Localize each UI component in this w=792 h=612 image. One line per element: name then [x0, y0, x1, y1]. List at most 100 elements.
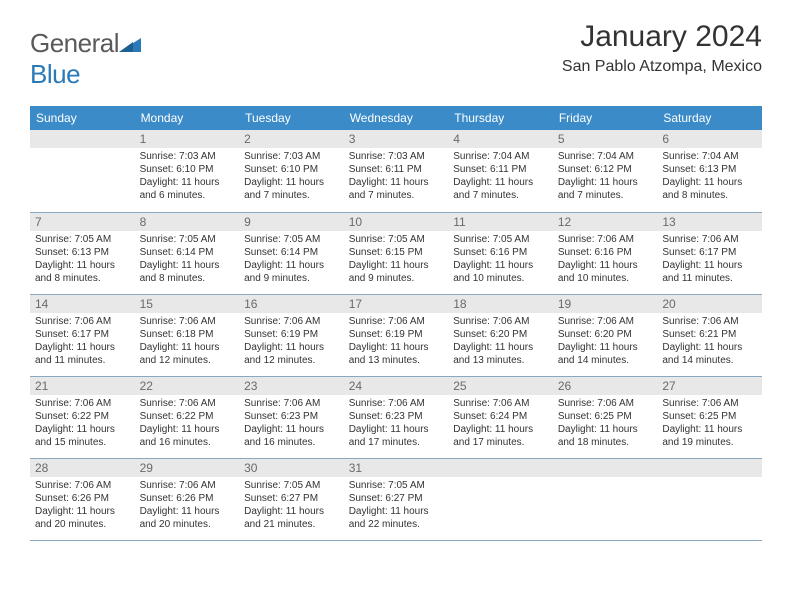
- calendar-cell: 18Sunrise: 7:06 AMSunset: 6:20 PMDayligh…: [448, 294, 553, 376]
- detail-line: Sunset: 6:15 PM: [349, 246, 444, 259]
- detail-line: Sunset: 6:18 PM: [140, 328, 235, 341]
- calendar-cell: 22Sunrise: 7:06 AMSunset: 6:22 PMDayligh…: [135, 376, 240, 458]
- calendar-cell: 25Sunrise: 7:06 AMSunset: 6:24 PMDayligh…: [448, 376, 553, 458]
- day-details: Sunrise: 7:06 AMSunset: 6:20 PMDaylight:…: [448, 313, 553, 370]
- detail-line: Sunrise: 7:06 AM: [35, 397, 130, 410]
- detail-line: Sunset: 6:22 PM: [35, 410, 130, 423]
- day-details: Sunrise: 7:06 AMSunset: 6:16 PMDaylight:…: [553, 231, 658, 288]
- detail-line: Daylight: 11 hours and 13 minutes.: [349, 341, 444, 367]
- day-details: Sunrise: 7:03 AMSunset: 6:10 PMDaylight:…: [135, 148, 240, 205]
- day-details: Sunrise: 7:03 AMSunset: 6:10 PMDaylight:…: [239, 148, 344, 205]
- detail-line: Daylight: 11 hours and 18 minutes.: [558, 423, 653, 449]
- detail-line: Daylight: 11 hours and 14 minutes.: [558, 341, 653, 367]
- detail-line: Daylight: 11 hours and 16 minutes.: [140, 423, 235, 449]
- logo-word1: General: [30, 28, 119, 58]
- detail-line: Sunset: 6:17 PM: [35, 328, 130, 341]
- detail-line: Sunrise: 7:06 AM: [244, 397, 339, 410]
- calendar-cell: 13Sunrise: 7:06 AMSunset: 6:17 PMDayligh…: [657, 212, 762, 294]
- day-number: 29: [135, 459, 240, 477]
- day-details: Sunrise: 7:06 AMSunset: 6:19 PMDaylight:…: [344, 313, 449, 370]
- day-number: 16: [239, 295, 344, 313]
- detail-line: Daylight: 11 hours and 8 minutes.: [662, 176, 757, 202]
- calendar-cell: 17Sunrise: 7:06 AMSunset: 6:19 PMDayligh…: [344, 294, 449, 376]
- detail-line: Sunrise: 7:06 AM: [558, 397, 653, 410]
- detail-line: Sunrise: 7:06 AM: [35, 315, 130, 328]
- day-details: Sunrise: 7:06 AMSunset: 6:21 PMDaylight:…: [657, 313, 762, 370]
- detail-line: Sunrise: 7:03 AM: [349, 150, 444, 163]
- day-number: 20: [657, 295, 762, 313]
- day-number: 17: [344, 295, 449, 313]
- location-label: San Pablo Atzompa, Mexico: [562, 58, 762, 76]
- detail-line: Daylight: 11 hours and 8 minutes.: [35, 259, 130, 285]
- calendar-cell: 12Sunrise: 7:06 AMSunset: 6:16 PMDayligh…: [553, 212, 658, 294]
- detail-line: Sunset: 6:13 PM: [662, 163, 757, 176]
- weekday-header: Monday: [135, 106, 240, 130]
- day-details: Sunrise: 7:06 AMSunset: 6:26 PMDaylight:…: [30, 477, 135, 534]
- detail-line: Sunset: 6:26 PM: [140, 492, 235, 505]
- detail-line: Sunset: 6:27 PM: [349, 492, 444, 505]
- day-details: Sunrise: 7:06 AMSunset: 6:26 PMDaylight:…: [135, 477, 240, 534]
- detail-line: Sunset: 6:26 PM: [35, 492, 130, 505]
- calendar-cell: 4Sunrise: 7:04 AMSunset: 6:11 PMDaylight…: [448, 130, 553, 212]
- weekday-header: Friday: [553, 106, 658, 130]
- detail-line: Daylight: 11 hours and 14 minutes.: [662, 341, 757, 367]
- detail-line: Sunset: 6:16 PM: [558, 246, 653, 259]
- weekday-header: Tuesday: [239, 106, 344, 130]
- detail-line: Sunset: 6:13 PM: [35, 246, 130, 259]
- detail-line: Sunset: 6:25 PM: [558, 410, 653, 423]
- weekday-header: Wednesday: [344, 106, 449, 130]
- detail-line: Sunset: 6:16 PM: [453, 246, 548, 259]
- detail-line: Daylight: 11 hours and 15 minutes.: [35, 423, 130, 449]
- day-number: 2: [239, 130, 344, 148]
- day-details: Sunrise: 7:06 AMSunset: 6:19 PMDaylight:…: [239, 313, 344, 370]
- detail-line: Sunrise: 7:06 AM: [140, 479, 235, 492]
- detail-line: Sunrise: 7:06 AM: [662, 397, 757, 410]
- day-details: Sunrise: 7:06 AMSunset: 6:20 PMDaylight:…: [553, 313, 658, 370]
- day-details: Sunrise: 7:05 AMSunset: 6:13 PMDaylight:…: [30, 231, 135, 288]
- detail-line: Daylight: 11 hours and 12 minutes.: [244, 341, 339, 367]
- detail-line: Sunset: 6:21 PM: [662, 328, 757, 341]
- detail-line: Sunset: 6:25 PM: [662, 410, 757, 423]
- detail-line: Daylight: 11 hours and 8 minutes.: [140, 259, 235, 285]
- day-details: Sunrise: 7:05 AMSunset: 6:14 PMDaylight:…: [239, 231, 344, 288]
- calendar-cell: 6Sunrise: 7:04 AMSunset: 6:13 PMDaylight…: [657, 130, 762, 212]
- day-number: 13: [657, 213, 762, 231]
- calendar-cell: [553, 458, 658, 540]
- detail-line: Sunrise: 7:04 AM: [662, 150, 757, 163]
- calendar-cell: 7Sunrise: 7:05 AMSunset: 6:13 PMDaylight…: [30, 212, 135, 294]
- calendar-cell: [30, 130, 135, 212]
- day-number: [657, 459, 762, 477]
- day-number: 3: [344, 130, 449, 148]
- detail-line: Daylight: 11 hours and 19 minutes.: [662, 423, 757, 449]
- detail-line: Sunrise: 7:05 AM: [453, 233, 548, 246]
- weekday-header: Saturday: [657, 106, 762, 130]
- detail-line: Daylight: 11 hours and 20 minutes.: [140, 505, 235, 531]
- calendar-cell: 10Sunrise: 7:05 AMSunset: 6:15 PMDayligh…: [344, 212, 449, 294]
- detail-line: Sunrise: 7:05 AM: [349, 233, 444, 246]
- calendar-head: Sunday Monday Tuesday Wednesday Thursday…: [30, 106, 762, 130]
- calendar-row: 28Sunrise: 7:06 AMSunset: 6:26 PMDayligh…: [30, 458, 762, 540]
- detail-line: Daylight: 11 hours and 10 minutes.: [453, 259, 548, 285]
- detail-line: Sunset: 6:20 PM: [558, 328, 653, 341]
- detail-line: Sunrise: 7:06 AM: [140, 315, 235, 328]
- detail-line: Sunset: 6:10 PM: [140, 163, 235, 176]
- detail-line: Daylight: 11 hours and 7 minutes.: [349, 176, 444, 202]
- day-details: Sunrise: 7:06 AMSunset: 6:22 PMDaylight:…: [135, 395, 240, 452]
- detail-line: Sunrise: 7:06 AM: [662, 315, 757, 328]
- calendar-body: 1Sunrise: 7:03 AMSunset: 6:10 PMDaylight…: [30, 130, 762, 540]
- calendar-cell: 21Sunrise: 7:06 AMSunset: 6:22 PMDayligh…: [30, 376, 135, 458]
- calendar-cell: 19Sunrise: 7:06 AMSunset: 6:20 PMDayligh…: [553, 294, 658, 376]
- logo: GeneralBlue: [30, 20, 141, 90]
- day-number: 14: [30, 295, 135, 313]
- day-number: 23: [239, 377, 344, 395]
- logo-triangle-icon: [119, 28, 141, 59]
- detail-line: Sunrise: 7:06 AM: [349, 397, 444, 410]
- calendar-cell: 31Sunrise: 7:05 AMSunset: 6:27 PMDayligh…: [344, 458, 449, 540]
- calendar-cell: 11Sunrise: 7:05 AMSunset: 6:16 PMDayligh…: [448, 212, 553, 294]
- logo-word2: Blue: [30, 59, 80, 89]
- day-details: Sunrise: 7:05 AMSunset: 6:27 PMDaylight:…: [344, 477, 449, 534]
- day-number: [448, 459, 553, 477]
- detail-line: Daylight: 11 hours and 7 minutes.: [558, 176, 653, 202]
- detail-line: Sunset: 6:11 PM: [453, 163, 548, 176]
- day-details: Sunrise: 7:05 AMSunset: 6:14 PMDaylight:…: [135, 231, 240, 288]
